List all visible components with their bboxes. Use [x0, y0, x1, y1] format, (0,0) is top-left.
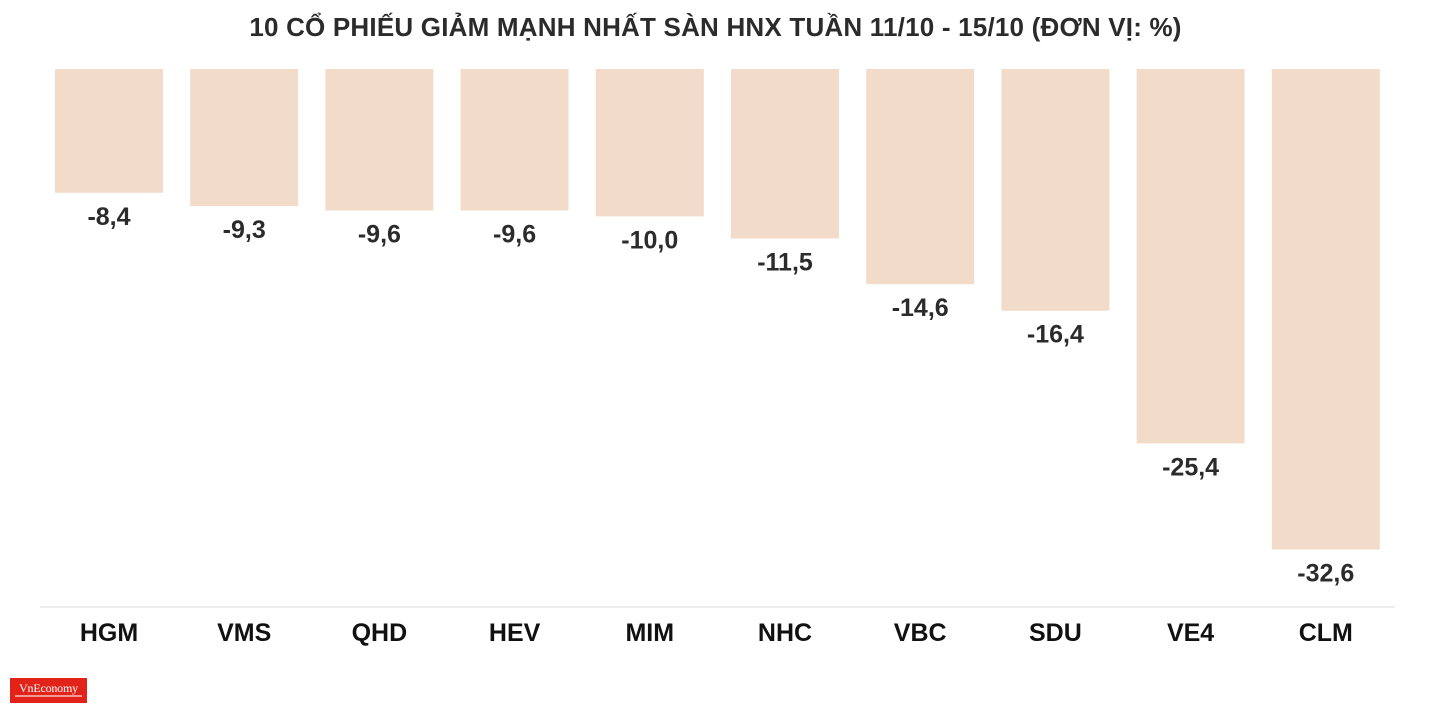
logo-tagline-line [15, 695, 82, 697]
value-label-vms: -9,3 [223, 216, 266, 244]
value-label-mim: -10,0 [621, 226, 678, 254]
category-label-mim: MIM [625, 619, 674, 647]
bar-ve4 [1136, 69, 1245, 444]
category-label-ve4: VE4 [1167, 619, 1214, 647]
bar-vms [190, 69, 299, 207]
bar-hev [460, 69, 569, 211]
bar-mim [595, 69, 704, 217]
bar-sdu [1001, 69, 1110, 311]
bar-qhd [325, 69, 434, 211]
category-label-hgm: HGM [80, 619, 138, 647]
category-label-clm: CLM [1299, 619, 1353, 647]
category-label-hev: HEV [489, 619, 541, 647]
value-label-ve4: -25,4 [1162, 453, 1219, 481]
bar-nhc [731, 69, 839, 239]
category-label-nhc: NHC [758, 619, 812, 647]
value-label-nhc: -11,5 [757, 249, 813, 277]
category-label-qhd: QHD [352, 619, 408, 647]
value-label-hgm: -8,4 [87, 203, 130, 231]
value-label-vbc: -14,6 [892, 294, 949, 322]
value-label-hev: -9,6 [493, 221, 536, 249]
value-label-sdu: -16,4 [1027, 321, 1084, 349]
value-label-qhd: -9,6 [358, 221, 401, 249]
bar-clm [1271, 69, 1380, 550]
chart-title: 10 CỔ PHIẾU GIẢM MẠNH NHẤT SÀN HNX TUẦN … [249, 12, 1182, 42]
bar-hgm [55, 69, 163, 193]
category-label-vms: VMS [217, 619, 271, 647]
value-label-clm: -32,6 [1297, 560, 1354, 588]
category-label-sdu: SDU [1029, 619, 1082, 647]
logo-text: VnEconomy [19, 681, 78, 695]
bar-vbc [866, 69, 975, 285]
vneconomy-logo: VnEconomy [10, 678, 87, 703]
category-label-vbc: VBC [894, 619, 947, 647]
